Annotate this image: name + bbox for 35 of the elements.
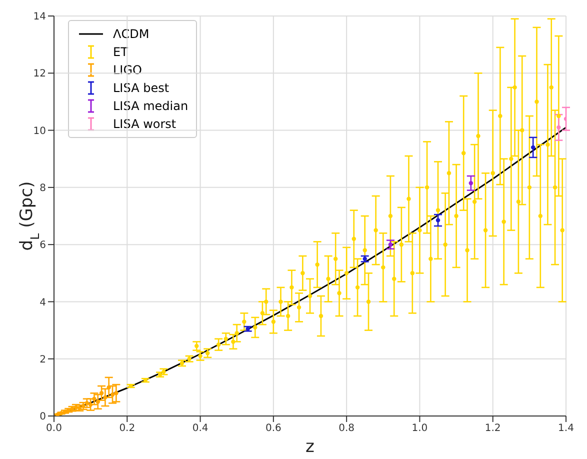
- legend-label: ET: [113, 45, 128, 59]
- legend-label: LISA worst: [113, 117, 176, 131]
- point: [530, 145, 536, 150]
- y-tick-label: 6: [40, 240, 46, 252]
- x-tick-label: 0.6: [265, 423, 282, 434]
- x-tick-label: 0.4: [192, 423, 208, 434]
- point: [99, 391, 104, 396]
- x-tick-label: 1.4: [558, 423, 574, 434]
- y-tick-label: 0: [40, 412, 46, 423]
- point: [96, 400, 100, 404]
- x-tick-label: 0.0: [46, 423, 62, 434]
- point: [106, 385, 111, 390]
- y-tick-label: 10: [33, 126, 46, 137]
- point: [88, 402, 93, 407]
- point: [92, 396, 96, 401]
- x-tick-label: 0.2: [119, 423, 136, 434]
- x-tick-label: 0.8: [338, 423, 355, 434]
- point: [468, 181, 474, 186]
- point: [110, 392, 115, 397]
- y-tick-label: 14: [33, 12, 46, 23]
- point: [84, 401, 90, 406]
- y-tick-label: 2: [40, 354, 46, 366]
- legend-label: LISA median: [113, 99, 188, 113]
- legend-label: ΛCDM: [113, 27, 150, 41]
- x-tick-label: 1.2: [484, 423, 501, 434]
- legend-label: LISA best: [113, 81, 170, 95]
- point: [103, 395, 108, 400]
- y-tick-label: 8: [40, 182, 46, 194]
- point: [114, 391, 118, 396]
- x-axis-title: z: [306, 437, 315, 457]
- point: [556, 125, 561, 130]
- x-tick-label: 1.0: [412, 423, 428, 434]
- point: [436, 218, 440, 222]
- y-tick-label: 4: [40, 297, 46, 308]
- y-tick-label: 12: [33, 68, 46, 80]
